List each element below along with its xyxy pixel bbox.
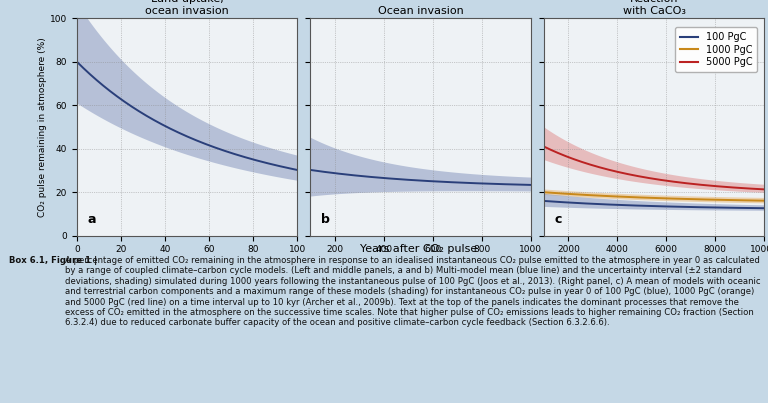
Title: Reaction
with CaCO₃: Reaction with CaCO₃ (623, 0, 686, 16)
Title: Land uptake,
ocean invasion: Land uptake, ocean invasion (145, 0, 229, 16)
Text: c: c (554, 213, 562, 226)
Text: Box 6.1, Figure 1 |: Box 6.1, Figure 1 | (9, 256, 101, 265)
Text: a: a (88, 213, 96, 226)
Text: A percentage of emitted CO₂ remaining in the atmosphere in response to an ideali: A percentage of emitted CO₂ remaining in… (65, 256, 760, 327)
Legend: 100 PgC, 1000 PgC, 5000 PgC: 100 PgC, 1000 PgC, 5000 PgC (676, 27, 757, 72)
Text: Years after CO₂ pulse: Years after CO₂ pulse (360, 244, 477, 254)
Text: b: b (321, 213, 330, 226)
Y-axis label: CO₂ pulse remaining in atmosphere (%): CO₂ pulse remaining in atmosphere (%) (38, 37, 47, 217)
Title: Ocean invasion: Ocean invasion (378, 6, 463, 16)
